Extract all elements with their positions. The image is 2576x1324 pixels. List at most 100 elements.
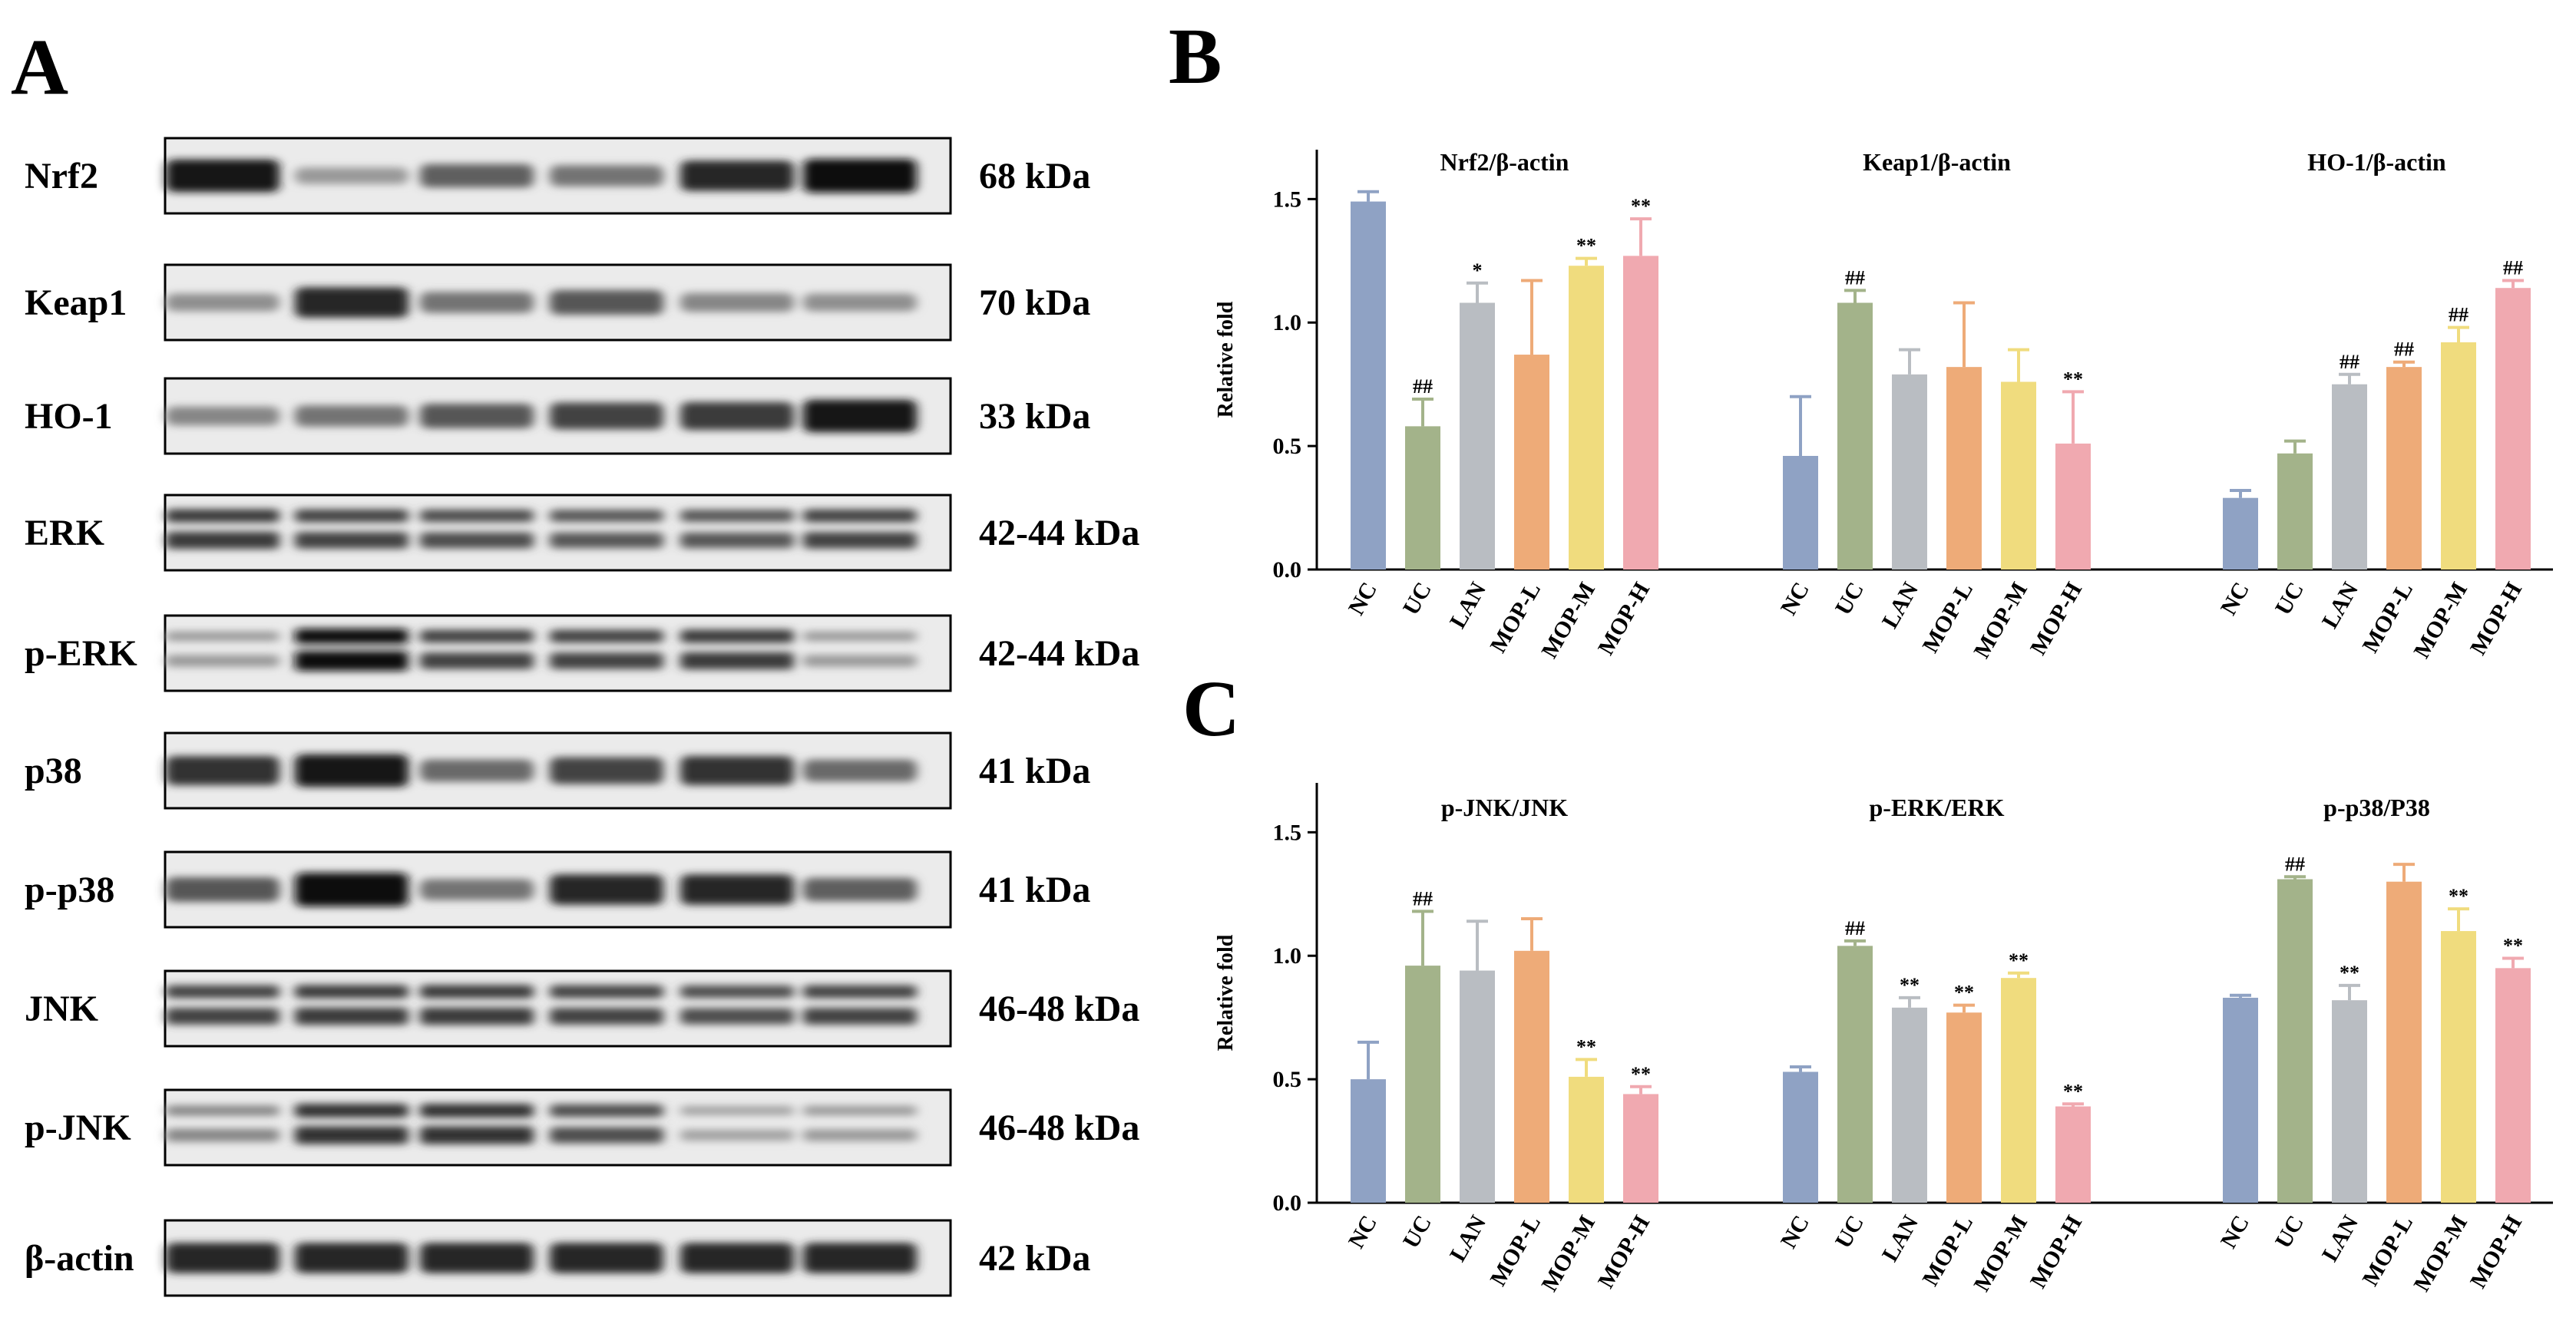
blot-band	[680, 292, 794, 312]
significance-label: ##	[2394, 338, 2414, 361]
blot-row: Keap1 70 kDa	[25, 263, 1090, 342]
blot-band	[166, 293, 279, 312]
category-label: UC	[2270, 578, 2309, 619]
category-label: LAN	[1877, 578, 1923, 633]
blot-band	[550, 757, 663, 784]
blot-band	[420, 629, 534, 643]
blot-band	[550, 652, 663, 669]
blot-row: p-p38 41 kDa	[25, 850, 1090, 929]
category-label: MOP-M	[1536, 578, 1600, 662]
blot-band	[295, 167, 408, 184]
chart-title: Nrf2/β-actin	[1440, 148, 1569, 176]
blot-row: β-actin 42 kDa	[25, 1219, 1090, 1297]
y-tick-label: 0.5	[1273, 1067, 1302, 1092]
significance-label: ##	[1845, 917, 1865, 939]
blot-kda-label: 46-48 kDa	[979, 1108, 1139, 1148]
blot-band	[550, 165, 663, 187]
blot-band	[295, 754, 408, 787]
blot-band	[166, 985, 279, 999]
blot-bands	[166, 1104, 917, 1144]
bar	[1837, 302, 1873, 570]
bar	[1351, 201, 1386, 570]
blot-band	[803, 631, 917, 642]
blot-row-label: p-JNK	[25, 1108, 131, 1148]
significance-label: **	[1576, 235, 1596, 257]
category-label: NC	[2216, 578, 2254, 619]
blot-band	[803, 159, 917, 193]
significance-label: ##	[2449, 304, 2469, 326]
bar	[2055, 1106, 2091, 1203]
bar	[2001, 978, 2036, 1203]
bar-group: p-ERK/ERK NC ## UC ** LAN ** MOP-L ** MOP-M ** MOP-…	[1776, 794, 2091, 1296]
bar	[1892, 1007, 1927, 1203]
significance-label: **	[2063, 1080, 2083, 1102]
blot-band	[803, 877, 917, 902]
bar	[1892, 374, 1927, 570]
significance-label: **	[2449, 885, 2469, 907]
blot-band	[550, 510, 663, 522]
blot-band	[295, 629, 408, 644]
blot-band	[680, 401, 794, 431]
category-label: MOP-L	[2357, 1211, 2418, 1290]
blot-band	[550, 1104, 663, 1118]
blot-band	[166, 655, 279, 667]
significance-label: **	[1954, 982, 1974, 1004]
blot-band	[803, 532, 917, 549]
significance-label: ##	[1413, 375, 1433, 398]
bar	[1569, 266, 1604, 570]
blot-band	[166, 531, 279, 550]
bar	[1783, 1071, 1818, 1203]
blot-band	[803, 1105, 917, 1116]
blot-band	[680, 1008, 794, 1025]
category-label: MOP-H	[2025, 578, 2087, 659]
chart-panel-b: 0.0 0.5 1.0 1.5 Relative fold Nrf2/β-actin NC #…	[1214, 148, 2553, 662]
bar	[1405, 966, 1440, 1203]
blot-band	[803, 759, 917, 782]
significance-label: **	[2503, 934, 2523, 956]
bar	[2441, 342, 2476, 570]
significance-label: ##	[2503, 257, 2523, 279]
blot-row-label: ERK	[25, 513, 104, 553]
blot-band	[680, 629, 794, 643]
blot-band	[295, 1243, 408, 1273]
blot-band	[550, 1243, 663, 1273]
bar	[2055, 443, 2091, 570]
blot-band	[803, 509, 917, 523]
category-label: MOP-H	[2025, 1211, 2087, 1293]
blot-band	[680, 510, 794, 522]
blot-band	[680, 756, 794, 785]
blot-bands	[166, 399, 917, 433]
bar	[2441, 931, 2476, 1203]
significance-label: ##	[2340, 351, 2359, 373]
category-label: LAN	[1445, 1211, 1491, 1266]
blot-band	[680, 1129, 794, 1141]
bar	[2495, 968, 2531, 1203]
bar	[1946, 367, 1982, 570]
blot-band	[295, 532, 408, 549]
blot-bands	[166, 159, 917, 193]
significance-label: **	[1900, 974, 1920, 996]
blot-band	[295, 1126, 408, 1144]
bar	[1460, 970, 1495, 1203]
blot-band	[295, 985, 408, 999]
y-tick-label: 0.0	[1273, 1190, 1302, 1216]
significance-label: **	[1631, 195, 1651, 217]
bar	[2332, 384, 2367, 570]
category-label: NC	[1344, 578, 1382, 619]
significance-label: **	[2063, 368, 2083, 390]
blot-band	[550, 1008, 663, 1025]
bar	[2386, 881, 2422, 1203]
category-label: NC	[1776, 578, 1814, 619]
chart-title: p-JNK/JNK	[1441, 794, 1568, 821]
significance-label: *	[1473, 259, 1483, 282]
category-label: LAN	[2317, 1211, 2363, 1266]
bar	[1946, 1012, 1982, 1203]
blot-band	[295, 1007, 408, 1025]
category-label: LAN	[2317, 578, 2363, 633]
blot-row-label: Nrf2	[25, 156, 98, 196]
blot-row: Nrf2 68 kDa	[25, 137, 1090, 215]
blot-band	[550, 629, 663, 643]
blot-band	[420, 509, 534, 523]
blot-band	[803, 1008, 917, 1025]
